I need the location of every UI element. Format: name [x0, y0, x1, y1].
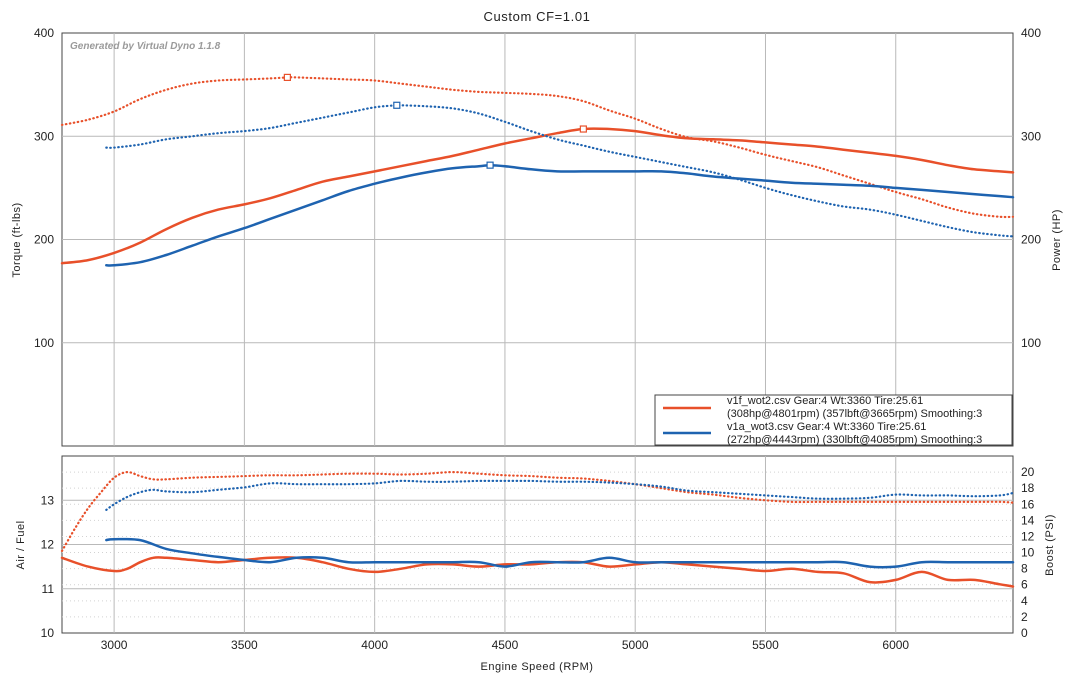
boost-tick-label: 12	[1021, 529, 1035, 543]
boost-tick-label: 16	[1021, 497, 1035, 511]
y-right-tick-label: 100	[1021, 336, 1041, 350]
y-tick-label: 200	[34, 233, 54, 247]
x-tick-label: 5500	[752, 638, 779, 652]
y-tick-label: 400	[34, 26, 54, 40]
x-tick-label: 6000	[882, 638, 909, 652]
boost-tick-label: 18	[1021, 481, 1035, 495]
top-series	[60, 73, 1015, 267]
boost-tick-label: 6	[1021, 578, 1028, 592]
torque-axis-title: Torque (ft-lbs)	[11, 202, 23, 277]
y-right-tick-label: 300	[1021, 129, 1041, 143]
x-tick-label: 4000	[361, 638, 388, 652]
series-line-v1a-torque	[105, 103, 1015, 238]
boost-tick-label: 14	[1021, 513, 1035, 527]
x-axis-title: Engine Speed (RPM)	[481, 661, 594, 673]
series-line-v1f-torque	[60, 76, 1015, 219]
boost-tick-label: 10	[1021, 546, 1035, 560]
y-tick-label: 11	[42, 582, 55, 596]
legend-v1f-line2: (308hp@4801rpm) (357lbft@3665rpm) Smooth…	[727, 408, 982, 420]
power-axis-title: Power (HP)	[1051, 209, 1063, 271]
boost-tick-label: 2	[1021, 610, 1028, 624]
peak-marker	[393, 101, 401, 109]
boost-tick-label: 20	[1021, 465, 1035, 479]
boost-axis-title: Boost (PSI)	[1044, 514, 1056, 576]
y-tick-label: 10	[41, 626, 55, 640]
series-line-v1a-power	[105, 163, 1015, 267]
x-tick-label: 3500	[231, 638, 258, 652]
y-tick-label: 300	[34, 129, 54, 143]
legend-v1a-line1: v1a_wot3.csv Gear:4 Wt:3360 Tire:25.61	[727, 421, 926, 433]
peak-marker	[579, 125, 587, 133]
peak-marker	[486, 161, 494, 169]
y-right-tick-label: 200	[1021, 233, 1041, 247]
peak-marker	[283, 73, 291, 81]
boost-tick-label: 8	[1021, 562, 1028, 576]
y-tick-label: 13	[41, 493, 55, 507]
legend-v1a-line2: (272hp@4443rpm) (330lbft@4085rpm) Smooth…	[727, 434, 982, 446]
watermark: Generated by Virtual Dyno 1.1.8	[70, 41, 221, 52]
chart-title: Custom CF=1.01	[483, 9, 590, 24]
bottom-tick-labels: 10 11 12 13 0 2 4 6 8 10 12 14 16 18 20 3000 3500 4000 450…	[41, 465, 1035, 652]
y-tick-label: 100	[34, 336, 54, 350]
air-fuel-axis-title: Air / Fuel	[15, 520, 27, 569]
x-tick-label: 4500	[492, 638, 519, 652]
y-right-tick-label: 400	[1021, 26, 1041, 40]
bottom-grid	[62, 456, 1013, 633]
legend-box	[654, 394, 1013, 446]
x-tick-label: 5000	[622, 638, 649, 652]
top-tick-labels: 100 200 300 400 100 200 300 400	[34, 26, 1041, 350]
series-line-v1a-air-fuel	[105, 537, 1015, 569]
boost-tick-label: 0	[1021, 626, 1028, 640]
boost-tick-label: 4	[1021, 594, 1028, 608]
y-tick-label: 12	[41, 538, 55, 552]
legend: v1f_wot2.csv Gear:4 Wt:3360 Tire:25.61 (…	[654, 394, 1013, 446]
bottom-series	[60, 470, 1015, 588]
x-tick-label: 3000	[101, 638, 128, 652]
legend-v1f-line1: v1f_wot2.csv Gear:4 Wt:3360 Tire:25.61	[727, 395, 923, 407]
